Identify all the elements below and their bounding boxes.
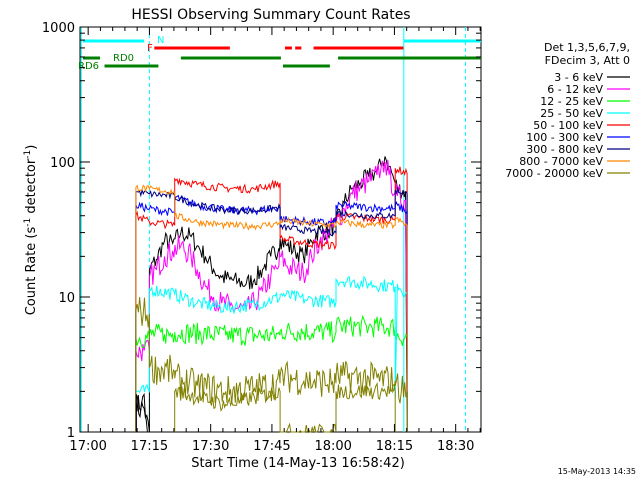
- series-line-6-12-kev: [135, 159, 408, 432]
- legend-label-7000-20000-kev: 7000 - 20000 keV: [505, 167, 603, 180]
- legend-label-800-7000-kev: 800 - 7000 keV: [519, 155, 603, 168]
- legend-label-100-300-kev: 100 - 300 keV: [526, 131, 603, 144]
- legend: Det 1,3,5,6,7,9, FDecim 3, Att 0 3 - 6 k…: [505, 41, 630, 180]
- y-axis-label-sup1: -1: [23, 218, 33, 227]
- series-group: [135, 156, 408, 434]
- flag-label-rd0: RD0: [113, 53, 134, 64]
- chart-title: HESSI Observing Summary Count Rates: [131, 7, 410, 23]
- legend-label-25-50-kev: 25 - 50 keV: [540, 107, 603, 120]
- y-tick-label: 1: [67, 426, 75, 441]
- flag-bars: NF RD0 RD6: [78, 35, 481, 72]
- y-tick-label: 100: [50, 156, 75, 171]
- y-axis-ticks: 1 10 100 1000: [42, 21, 481, 441]
- y-axis-label-main: Count Rate (s: [24, 227, 39, 316]
- series-line-300-800-kev: [135, 186, 408, 432]
- x-tick-label: 18:00: [314, 439, 351, 454]
- flag-label-n: N: [157, 35, 164, 46]
- x-tick-label: 18:15: [376, 439, 413, 454]
- x-tick-label: 17:30: [192, 439, 229, 454]
- series-line-3-6-kev-spikes: [135, 392, 148, 433]
- series-line-12-25-kev: [135, 314, 408, 432]
- timestamp: 15-May-2013 14:35: [558, 467, 636, 476]
- x-tick-label: 17:00: [69, 439, 106, 454]
- series-line-50-100-kev: [135, 166, 408, 432]
- series-line-25-50-kev: [135, 275, 408, 432]
- x-tick-label: 17:15: [131, 439, 168, 454]
- legend-label-300-800-kev: 300 - 800 keV: [526, 143, 603, 156]
- flag-label-f: F: [147, 43, 153, 54]
- x-axis-label: Start Time (14-May-13 16:58:42): [191, 456, 405, 471]
- y-axis-label: Count Rate (s-1 detector-1): [23, 145, 39, 316]
- y-axis-label-mid: detector: [24, 158, 39, 218]
- legend-label-3-6-kev: 3 - 6 keV: [554, 71, 603, 84]
- x-axis-ticks: 17:00 17:15 17:30 17:45 18:00 18:15 18:30: [69, 27, 481, 454]
- series-line-7000-20000-kev-low: [174, 382, 396, 434]
- series-line-3-6-kev: [135, 156, 408, 433]
- flag-label-rd6: RD6: [78, 61, 99, 72]
- legend-label-6-12-kev: 6 - 12 keV: [547, 83, 603, 96]
- x-tick-label: 17:45: [253, 439, 290, 454]
- legend-label-12-25-kev: 12 - 25 keV: [540, 95, 603, 108]
- y-tick-label: 10: [58, 291, 75, 306]
- y-axis-label-end: ): [24, 145, 39, 150]
- legend-label-50-100-kev: 50 - 100 keV: [533, 119, 603, 132]
- series-line-800-7000-kev: [135, 184, 408, 432]
- y-axis-label-sup2: -1: [23, 150, 33, 159]
- legend-header-line-2: FDecim 3, Att 0: [545, 54, 630, 67]
- y-tick-label: 1000: [42, 21, 75, 36]
- legend-header-line-1: Det 1,3,5,6,7,9,: [544, 41, 630, 54]
- x-tick-label: 18:30: [437, 439, 474, 454]
